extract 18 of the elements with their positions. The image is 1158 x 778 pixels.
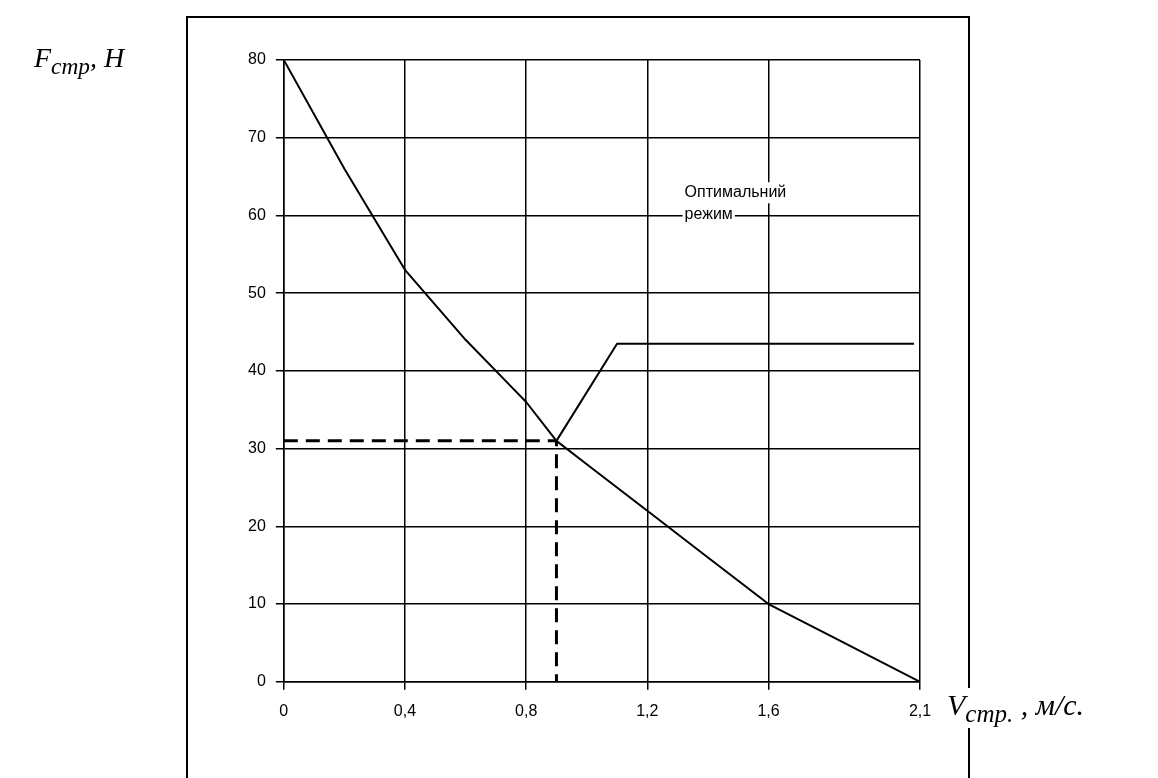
y-tick-label: 40 bbox=[248, 361, 266, 379]
x-tick-label: 0,8 bbox=[515, 701, 538, 719]
x-tick-label: 0 bbox=[279, 701, 289, 719]
y-tick-label: 80 bbox=[248, 50, 266, 68]
x-tick-label: 1,6 bbox=[757, 701, 780, 719]
y-tick-label: 20 bbox=[248, 516, 266, 534]
y-tick-label: 30 bbox=[248, 439, 266, 457]
y-axis-title: F$_{стр}$, Н bbox=[28, 38, 131, 84]
y-tick-label: 60 bbox=[248, 205, 266, 223]
x-tick-label: 0,4 bbox=[393, 701, 417, 719]
x-axis-title: V$_{стр.}$ , м/с. bbox=[943, 688, 1089, 728]
x-tick-label: 2,1 bbox=[908, 701, 932, 719]
annotation: Оптимальний режим bbox=[684, 182, 787, 222]
y-tick-label: 70 bbox=[248, 128, 266, 146]
y-tick-label: 50 bbox=[248, 283, 266, 301]
x-tick-label: 1,2 bbox=[636, 701, 659, 719]
y-tick-label: 0 bbox=[256, 672, 266, 690]
y-tick-label: 10 bbox=[248, 594, 266, 612]
